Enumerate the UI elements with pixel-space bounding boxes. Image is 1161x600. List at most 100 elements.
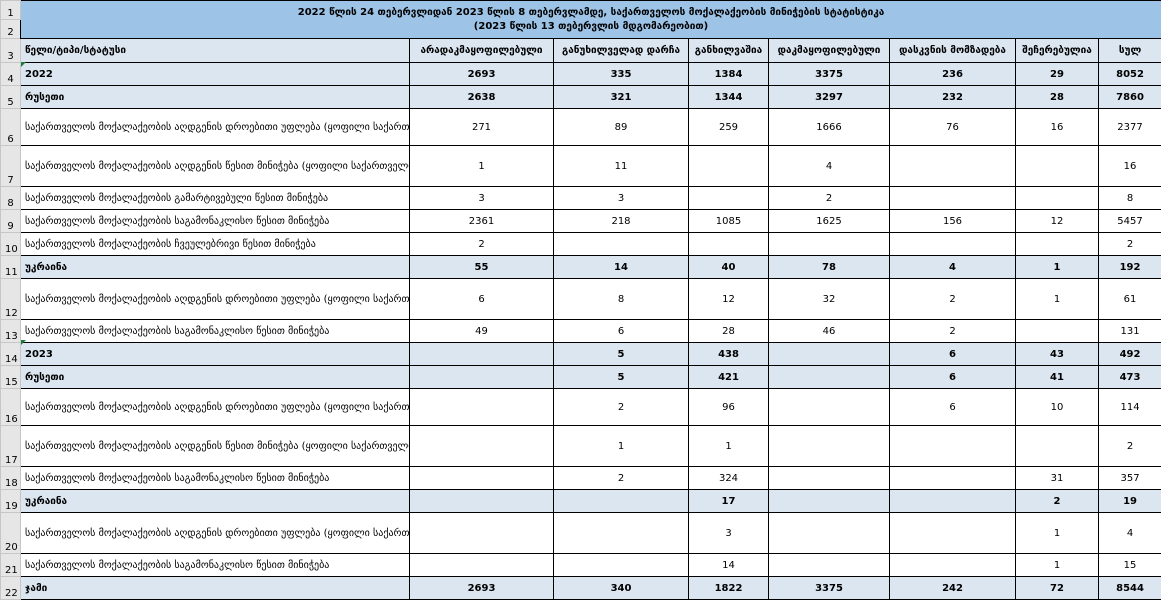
value-cell[interactable]: 6: [890, 343, 1016, 366]
row-label-cell[interactable]: საქართველოს მოქალაქეობის საგამონაკლისო წ…: [21, 320, 410, 343]
value-cell[interactable]: 357: [1099, 467, 1161, 490]
value-cell[interactable]: 6: [410, 279, 554, 320]
value-cell[interactable]: [769, 366, 890, 389]
value-cell[interactable]: 2: [890, 320, 1016, 343]
value-cell[interactable]: 28: [689, 320, 769, 343]
value-cell[interactable]: 1: [1016, 256, 1099, 279]
column-header[interactable]: არადაკმაყოფილებული: [410, 39, 554, 63]
value-cell[interactable]: [410, 343, 554, 366]
value-cell[interactable]: [410, 467, 554, 490]
value-cell[interactable]: 55: [410, 256, 554, 279]
row-label-cell[interactable]: საქართველოს მოქალაქეობის აღდგენის წესით …: [21, 146, 410, 187]
value-cell[interactable]: 89: [554, 109, 689, 146]
value-cell[interactable]: 2: [1099, 426, 1161, 467]
value-cell[interactable]: 492: [1099, 343, 1161, 366]
category-header[interactable]: წელი/ტიპი/სტატუსი: [21, 39, 410, 63]
value-cell[interactable]: 2: [769, 187, 890, 210]
value-cell[interactable]: 46: [769, 320, 890, 343]
row-label-cell[interactable]: რუსეთი: [21, 86, 410, 109]
value-cell[interactable]: [769, 554, 890, 577]
column-header[interactable]: სულ: [1099, 39, 1161, 63]
value-cell[interactable]: [689, 187, 769, 210]
value-cell[interactable]: [410, 426, 554, 467]
value-cell[interactable]: [410, 490, 554, 513]
value-cell[interactable]: 15: [1099, 554, 1161, 577]
value-cell[interactable]: 3375: [769, 63, 890, 86]
value-cell[interactable]: 1666: [769, 109, 890, 146]
value-cell[interactable]: 1384: [689, 63, 769, 86]
value-cell[interactable]: 14: [689, 554, 769, 577]
row-label-cell[interactable]: საქართველოს მოქალაქეობის საგამონაკლისო წ…: [21, 210, 410, 233]
value-cell[interactable]: 218: [554, 210, 689, 233]
value-cell[interactable]: 3375: [769, 577, 890, 600]
value-cell[interactable]: [769, 389, 890, 426]
value-cell[interactable]: 2693: [410, 577, 554, 600]
value-cell[interactable]: 5457: [1099, 210, 1161, 233]
value-cell[interactable]: [890, 426, 1016, 467]
value-cell[interactable]: [554, 233, 689, 256]
value-cell[interactable]: 8052: [1099, 63, 1161, 86]
value-cell[interactable]: [410, 513, 554, 554]
value-cell[interactable]: 2: [554, 467, 689, 490]
value-cell[interactable]: 96: [689, 389, 769, 426]
value-cell[interactable]: 16: [1099, 146, 1161, 187]
value-cell[interactable]: 156: [890, 210, 1016, 233]
value-cell[interactable]: 3: [689, 513, 769, 554]
row-header[interactable]: 5: [1, 86, 21, 109]
value-cell[interactable]: 1: [554, 426, 689, 467]
value-cell[interactable]: 12: [1016, 210, 1099, 233]
value-cell[interactable]: 1085: [689, 210, 769, 233]
value-cell[interactable]: 6: [554, 320, 689, 343]
value-cell[interactable]: 8: [554, 279, 689, 320]
value-cell[interactable]: 1: [1016, 554, 1099, 577]
row-header[interactable]: 17: [1, 426, 21, 467]
value-cell[interactable]: [890, 146, 1016, 187]
value-cell[interactable]: 131: [1099, 320, 1161, 343]
column-header[interactable]: განხილვაშია: [689, 39, 769, 63]
value-cell[interactable]: [890, 467, 1016, 490]
value-cell[interactable]: 6: [890, 389, 1016, 426]
value-cell[interactable]: 5: [554, 366, 689, 389]
value-cell[interactable]: 1: [689, 426, 769, 467]
column-header[interactable]: შეჩერებულია: [1016, 39, 1099, 63]
row-header[interactable]: 22: [1, 577, 21, 600]
value-cell[interactable]: 6: [890, 366, 1016, 389]
value-cell[interactable]: [1016, 146, 1099, 187]
value-cell[interactable]: [410, 366, 554, 389]
value-cell[interactable]: 31: [1016, 467, 1099, 490]
value-cell[interactable]: 4: [769, 146, 890, 187]
value-cell[interactable]: 8544: [1099, 577, 1161, 600]
row-header[interactable]: 18: [1, 467, 21, 490]
row-label-cell[interactable]: საქართველოს მოქალაქეობის აღდგენის დროები…: [21, 279, 410, 320]
row-header[interactable]: 10: [1, 233, 21, 256]
value-cell[interactable]: 473: [1099, 366, 1161, 389]
value-cell[interactable]: 321: [554, 86, 689, 109]
value-cell[interactable]: 1: [410, 146, 554, 187]
row-label-cell[interactable]: 2023: [21, 343, 410, 366]
row-header[interactable]: 4: [1, 63, 21, 86]
value-cell[interactable]: 28: [1016, 86, 1099, 109]
column-header[interactable]: დასკვნის მომზადება: [890, 39, 1016, 63]
value-cell[interactable]: 421: [689, 366, 769, 389]
row-label-cell[interactable]: საქართველოს მოქალაქეობის აღდგენის დროები…: [21, 109, 410, 146]
row-label-cell[interactable]: საქართველოს მოქალაქეობის აღდგენის დროები…: [21, 389, 410, 426]
value-cell[interactable]: 12: [689, 279, 769, 320]
row-header[interactable]: 9: [1, 210, 21, 233]
sheet-title[interactable]: 2022 წლის 24 თებერვლიდან 2023 წლის 8 თებ…: [21, 1, 1161, 39]
value-cell[interactable]: 3: [410, 187, 554, 210]
row-label-cell[interactable]: რუსეთი: [21, 366, 410, 389]
value-cell[interactable]: 3: [554, 187, 689, 210]
value-cell[interactable]: [769, 233, 890, 256]
row-label-cell[interactable]: საქართველოს მოქალაქეობის აღდგენის დროები…: [21, 513, 410, 554]
row-header[interactable]: 16: [1, 389, 21, 426]
value-cell[interactable]: [689, 233, 769, 256]
value-cell[interactable]: 10: [1016, 389, 1099, 426]
value-cell[interactable]: 40: [689, 256, 769, 279]
value-cell[interactable]: 2693: [410, 63, 554, 86]
value-cell[interactable]: [890, 187, 1016, 210]
value-cell[interactable]: [554, 513, 689, 554]
value-cell[interactable]: 2638: [410, 86, 554, 109]
value-cell[interactable]: 78: [769, 256, 890, 279]
row-header[interactable]: 15: [1, 366, 21, 389]
